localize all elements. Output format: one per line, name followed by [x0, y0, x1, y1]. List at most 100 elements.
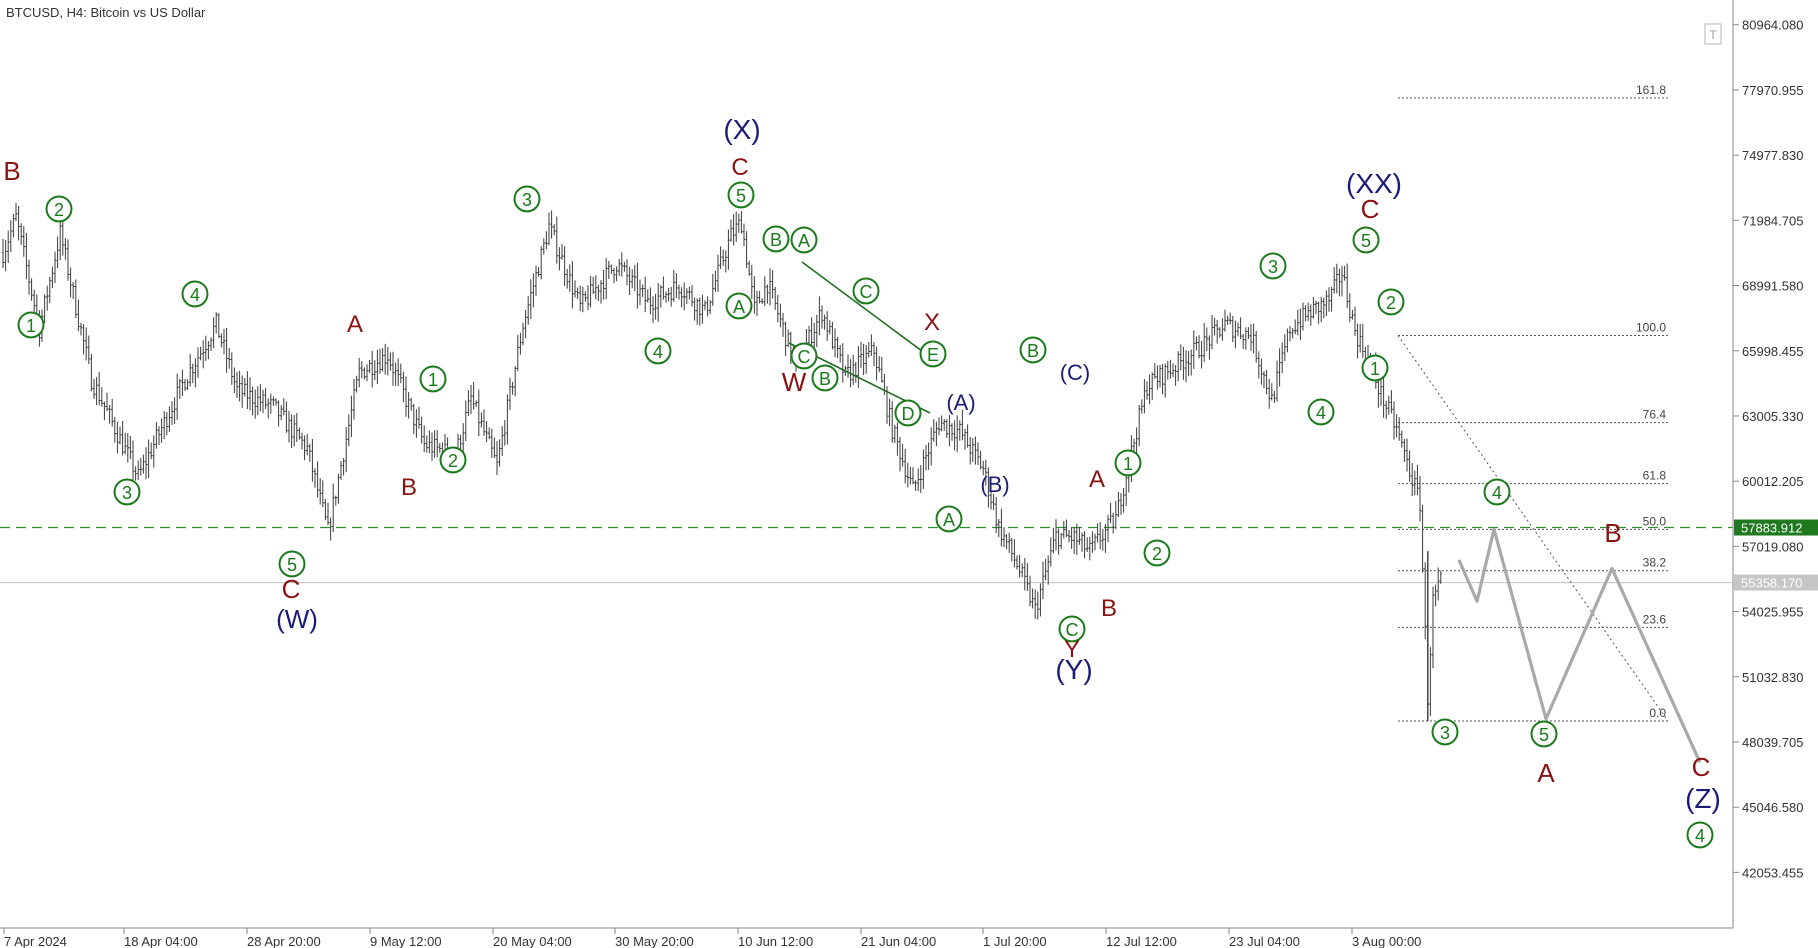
wave-label-circle: [45, 195, 73, 223]
x-tick-label: 21 Jun 04:00: [861, 934, 936, 948]
wave-label: A: [1089, 466, 1105, 493]
wave-label: 3: [1440, 723, 1450, 743]
wave-label: B: [770, 230, 782, 250]
fib-diagonal: [1397, 335, 1669, 722]
wave-label: 1: [1123, 454, 1133, 474]
y-tick-label: 65998.455: [1742, 344, 1803, 359]
wave-label: B: [819, 369, 831, 389]
wave-label-circle: [1019, 336, 1047, 364]
wave-label: 5: [736, 186, 746, 206]
y-tick-label: 71984.705: [1742, 213, 1803, 228]
wave-label-circle: [1058, 615, 1086, 643]
fib-level-label: 61.8: [1643, 469, 1667, 483]
wave-label-circle: [113, 478, 141, 506]
wave-label: 1: [428, 370, 438, 390]
wave-label: Y: [1064, 636, 1080, 663]
x-tick-label: 30 May 20:00: [615, 934, 694, 948]
wave-label: 4: [1316, 403, 1326, 423]
wave-label: (A): [946, 390, 975, 415]
wave-label: A: [943, 510, 955, 530]
fib-level-label: 38.2: [1643, 556, 1667, 570]
wave-label: 1: [26, 316, 36, 336]
y-tick-label: 54025.955: [1742, 605, 1803, 620]
fib-level-label: 100.0: [1636, 320, 1666, 334]
fib-level-label: 161.8: [1636, 83, 1666, 97]
x-tick-label: 28 Apr 20:00: [247, 934, 321, 948]
chart-title: BTCUSD, H4: Bitcoin vs US Dollar: [6, 5, 206, 20]
wave-label: 2: [1386, 293, 1396, 313]
wave-label-circle: [790, 226, 818, 254]
wave-label: B: [1604, 518, 1621, 548]
wave-label: B: [3, 156, 20, 186]
wave-label: 2: [54, 200, 64, 220]
wave-label: (XX): [1346, 168, 1402, 199]
wave-label: (X): [723, 114, 760, 145]
current-price-label: 55358.170: [1741, 576, 1802, 591]
support-price-box: [1734, 519, 1818, 536]
wave-label-circle: [762, 225, 790, 253]
wave-label-circle: [419, 365, 447, 393]
wave-label: 5: [1539, 725, 1549, 745]
y-tick-label: 63005.330: [1742, 409, 1803, 424]
wave-label: C: [860, 282, 873, 302]
wave-label-circle: [1431, 718, 1459, 746]
wave-label: 5: [1361, 231, 1371, 251]
wave-label: W: [782, 367, 807, 397]
wave-label: X: [924, 309, 940, 336]
wave-label-circle: [278, 550, 306, 578]
wave-label-circle: [1143, 539, 1171, 567]
wave-label-circle: [894, 399, 922, 427]
wave-label: D: [902, 404, 915, 424]
wave-label-circle: [1686, 821, 1714, 849]
wave-label-circle: [727, 181, 755, 209]
t-icon[interactable]: T: [1704, 23, 1722, 45]
wave-label: (Z): [1685, 783, 1721, 814]
wave-label-circle: [919, 340, 947, 368]
fib-level-label: 23.6: [1643, 612, 1667, 626]
wave-label: A: [1537, 758, 1555, 788]
forecast-path: [1457, 527, 1702, 764]
triangle-upper-line: [801, 261, 931, 358]
wave-label-circle: [790, 342, 818, 370]
wave-label-circle: [811, 364, 839, 392]
wave-label-circle: [1483, 478, 1511, 506]
wave-label: A: [733, 297, 745, 317]
wave-label-circle: [1259, 252, 1287, 280]
wave-label: A: [798, 231, 810, 251]
x-tick-label: 1 Jul 20:00: [983, 934, 1047, 948]
wave-label: C: [798, 347, 811, 367]
wave-label: C: [731, 154, 748, 181]
wave-label: B: [1027, 341, 1039, 361]
y-tick-label: 74977.830: [1742, 148, 1803, 163]
y-tick-label: 57019.080: [1742, 539, 1803, 554]
wave-label-circle: [1114, 449, 1142, 477]
x-tick-label: 12 Jul 12:00: [1106, 934, 1177, 948]
wave-label: 4: [1492, 483, 1502, 503]
svg-text:T: T: [1709, 28, 1717, 42]
wave-label: 4: [190, 285, 200, 305]
wave-label: C: [1361, 194, 1380, 224]
y-tick-label: 80964.080: [1742, 18, 1803, 33]
wave-label: 2: [448, 451, 458, 471]
wave-label: A: [347, 311, 363, 338]
wave-label: (W): [276, 604, 318, 634]
wave-label-circle: [1530, 720, 1558, 748]
wave-label: 5: [287, 555, 297, 575]
x-tick-label: 18 Apr 04:00: [124, 934, 198, 948]
wave-label: B: [401, 474, 417, 501]
wave-label: 4: [1695, 826, 1705, 846]
wave-label: 3: [1268, 257, 1278, 277]
wave-label: 4: [653, 342, 663, 362]
wave-label-circle: [644, 337, 672, 365]
x-tick-label: 9 May 12:00: [370, 934, 442, 948]
y-tick-label: 77970.955: [1742, 83, 1803, 98]
fib-level-label: 0.0: [1649, 706, 1666, 720]
wave-label-circle: [725, 292, 753, 320]
fib-level-label: 76.4: [1643, 408, 1667, 422]
wave-label: C: [282, 574, 301, 604]
wave-label: 1: [1370, 359, 1380, 379]
x-tick-label: 23 Jul 04:00: [1229, 934, 1300, 948]
y-tick-label: 45046.580: [1742, 800, 1803, 815]
